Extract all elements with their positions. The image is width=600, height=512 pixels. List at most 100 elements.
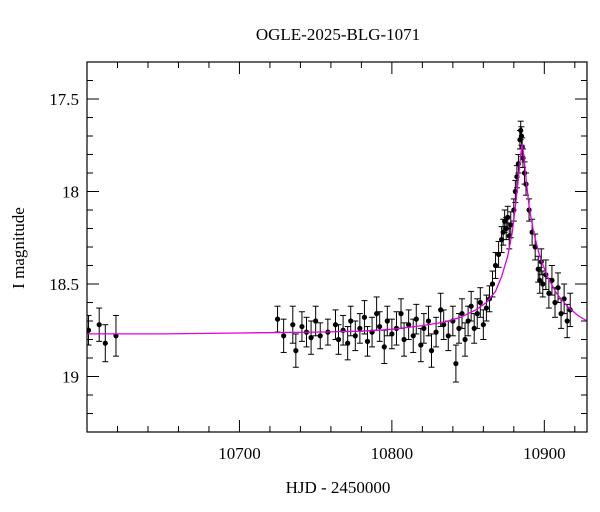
data-point-with-error [369,316,376,348]
data-point-with-error [477,287,484,318]
data-point-with-error [480,309,487,340]
data-point-with-error [289,305,296,344]
data-point [428,348,435,354]
y-tick-label: 18.5 [49,275,79,294]
data-point-with-error [425,305,432,337]
data-point-with-error [465,305,472,337]
data-point [537,277,543,283]
data-point-with-error [413,303,420,335]
data-point-with-error [468,290,475,322]
data-point [483,305,489,311]
data-point [459,311,465,317]
data-point [361,314,368,320]
data-point [377,323,383,330]
data-point [348,318,354,324]
data-point-with-error [449,305,456,337]
data-point-with-error [405,309,412,340]
data-point-with-error [428,333,435,368]
data-point [552,299,558,306]
data-point [352,333,358,339]
data-point-with-error [274,305,281,333]
data-point [453,360,459,367]
data-point [102,340,108,346]
data-point [299,323,305,330]
data-point [96,322,102,328]
data-point-with-error [471,313,478,344]
data-point [384,318,390,324]
data-point [546,290,552,296]
data-point [489,281,496,287]
data-point-with-error [112,314,119,357]
data-point [468,303,474,309]
data-point [357,325,363,331]
data-point [317,333,323,339]
model-curve [87,143,587,335]
data-point-with-error [344,326,351,361]
data-point [518,133,525,139]
data-point [462,336,468,343]
data-point-with-error [483,294,490,322]
data-point [477,299,483,306]
data-point-with-error [317,322,324,350]
data-point-with-error [420,313,427,344]
plot-area: 10700 10800 10900 17.5 18 18.5 19 [49,61,588,463]
data-point-with-error [452,344,459,383]
data-point [374,311,380,317]
data-point [381,344,387,350]
data-point [293,348,299,354]
y-tick-label: 19 [62,368,79,387]
data-point-with-error [437,292,444,328]
data-point [87,327,92,333]
x-axis-label: HJD - 2450000 [286,478,391,497]
y-axis-label: I magnitude [9,207,28,289]
x-tick-label: 10700 [218,444,261,463]
data-point [474,311,480,317]
data-point-with-error [96,307,103,342]
data-point-with-error [335,324,342,355]
data-point [480,322,486,328]
data-point [438,307,444,313]
data-point-with-error [398,298,405,329]
data-point [418,342,424,348]
data-point [410,333,416,339]
plot-frame [86,61,588,433]
data-point-with-error [462,322,469,357]
data-point-with-error [376,311,383,342]
data-point [518,127,524,134]
data-point-with-error [280,318,287,353]
data-point-with-error [332,309,339,340]
x-tick-label: 10800 [371,444,414,463]
data-point [364,338,371,344]
data-point-with-error [298,311,305,342]
y-tick-label: 17.5 [49,90,79,109]
data-point [567,307,573,313]
data-point [505,214,511,220]
data-point [281,333,287,339]
data-point-with-error [495,240,502,268]
data-point-with-error [87,314,92,346]
data-point [413,316,419,322]
data-point-with-error [433,316,440,348]
data-point [558,311,564,317]
data-point-with-error [564,303,571,339]
data-point [540,281,546,287]
data-point-with-error [388,318,395,350]
data-point [555,285,561,291]
data-point [465,318,471,324]
data-point-with-error [356,313,363,344]
data-point-with-error [417,327,424,363]
data-point-with-error [504,205,511,229]
data-point [406,322,412,328]
data-point [445,333,451,339]
data-point-with-error [364,326,371,357]
data-point-with-error [555,272,562,303]
data-point-with-error [352,320,359,352]
data-point [433,329,439,335]
data-point-with-error [340,314,347,346]
data-point [508,222,514,228]
data-point-with-error [308,320,315,355]
data-point [398,311,404,317]
data-point-with-error [102,324,109,363]
data-point [335,336,342,343]
